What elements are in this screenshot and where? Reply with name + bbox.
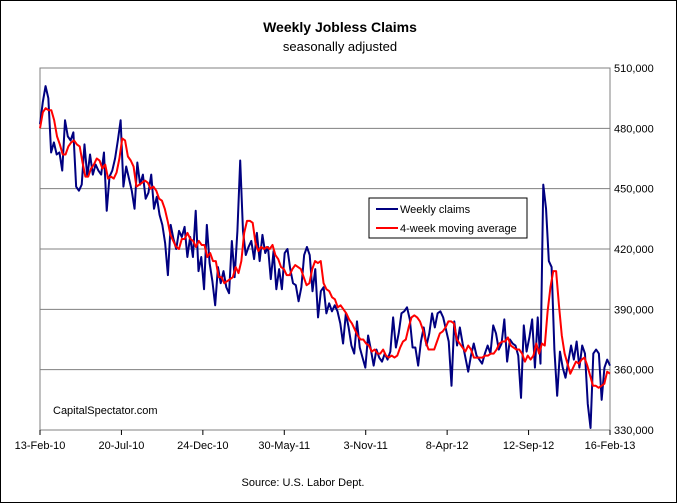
chart-subtitle: seasonally adjusted: [283, 39, 397, 54]
x-tick-label: 3-Nov-11: [343, 440, 387, 452]
x-tick-label: 30-May-11: [258, 440, 310, 452]
y-tick-label: 510,000: [614, 63, 654, 75]
y-tick-label: 360,000: [614, 365, 654, 377]
y-axis: 330,000 360,000 390,000 420,000 450,000 480,0…: [614, 63, 654, 437]
x-tick-label: 24-Dec-10: [177, 440, 228, 452]
y-tick-label: 420,000: [614, 244, 654, 256]
source-note: Source: U.S. Labor Dept.: [242, 477, 365, 489]
x-tick-label: 8-Apr-12: [426, 440, 469, 452]
series-4-week-moving-average-line: [39, 107, 611, 389]
legend-label-weekly-claims: Weekly claims: [400, 204, 471, 216]
x-tick-label: 13-Feb-10: [15, 440, 66, 452]
y-tick-label: 390,000: [614, 304, 654, 316]
x-tick-label: 16-Feb-13: [585, 440, 636, 452]
chart-title: Weekly Jobless Claims: [263, 19, 417, 35]
y-tick-label: 480,000: [614, 123, 654, 135]
series-weekly-claims-line: [39, 85, 611, 429]
x-axis: 13-Feb-10 20-Jul-10 24-Dec-10 30-May-11 3-No…: [15, 440, 636, 452]
x-tick-label: 20-Jul-10: [98, 440, 144, 452]
legend-label-moving-average: 4-week moving average: [400, 223, 517, 235]
y-tick-label: 450,000: [614, 184, 654, 196]
x-tick-label: 12-Sep-12: [503, 440, 554, 452]
legend-box: [368, 197, 528, 239]
watermark-text: CapitalSpectator.com: [53, 405, 158, 417]
legend: Weekly claims 4-week moving average: [368, 197, 528, 239]
x-axis-ticks: [39, 430, 611, 435]
y-tick-label: 330,000: [614, 425, 654, 437]
